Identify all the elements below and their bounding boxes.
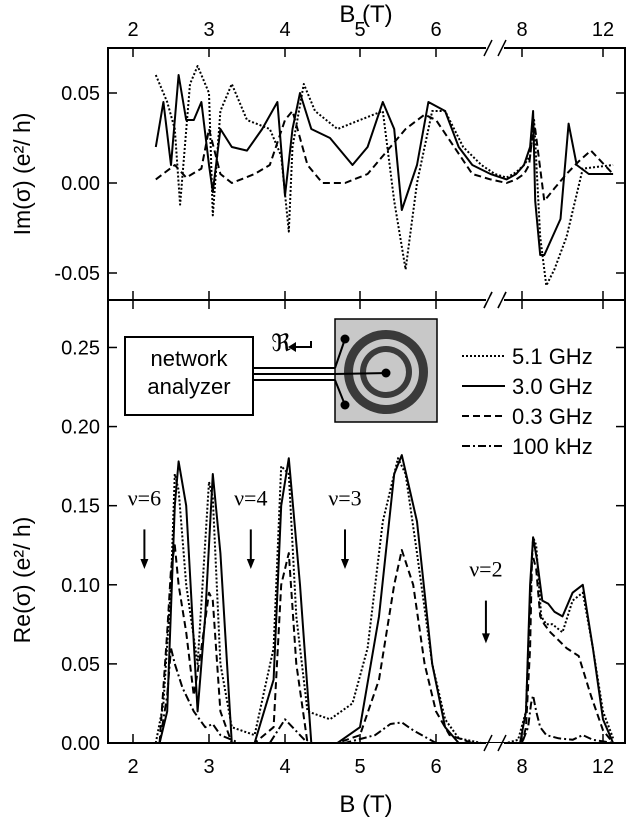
x-tick-label: 8 (516, 756, 527, 778)
series-line-0.3-ghz (155, 110, 614, 202)
x-tick-label: 3 (203, 756, 214, 778)
x-tick-label: 5 (354, 19, 365, 41)
network-analyzer-label-line1: network (150, 346, 228, 371)
y-tick-label: 0.00 (61, 733, 100, 755)
filling-factor-label: ν=3 (328, 485, 361, 510)
top-plot: 0.05 0.00 -0.05 2 3 4 5 6 8 12 (54, 19, 625, 309)
x-tick-label: 6 (430, 19, 441, 41)
top-xaxis-title: B (T) (339, 1, 392, 28)
return-arrow-icon (293, 341, 312, 348)
filling-factor-annotations: ν=6 ν=4 ν=3 ν=2 (128, 485, 503, 644)
x-tick-label: 8 (516, 19, 527, 41)
legend-label: 0.3 GHz (512, 404, 593, 429)
y-tick-label: 0.05 (61, 654, 100, 676)
legend-label: 100 kHz (512, 434, 593, 459)
x-tick-label: 12 (592, 756, 614, 778)
return-arrow-head (288, 342, 296, 352)
y-tick-label: -0.05 (54, 263, 100, 285)
filling-factor-arrowhead (481, 633, 490, 644)
ground-lead-top (334, 338, 346, 369)
network-analyzer-box (124, 336, 254, 416)
axis-break-mark (497, 291, 507, 309)
network-analyzer-label-line2: analyzer (147, 374, 230, 399)
y-tick-label: 0.05 (61, 83, 100, 105)
legend-label: 5.1 GHz (512, 344, 593, 369)
real-part-symbol: ℜ (271, 331, 291, 357)
legend-label: 3.0 GHz (512, 374, 593, 399)
x-tick-label: 2 (127, 19, 138, 41)
series-line-0.3-ghz (158, 544, 614, 743)
x-tick-label: 4 (279, 19, 290, 41)
x-tick-label: 5 (354, 756, 365, 778)
top-yaxis-title: Im(σ) (e²/ h) (9, 113, 35, 236)
series-line-3.0-ghz (154, 74, 614, 256)
filling-factor-arrowhead (140, 558, 149, 569)
axis-break-gap (486, 44, 504, 52)
filling-factor-label: ν=2 (469, 557, 502, 582)
y-tick-label: 0.20 (61, 417, 100, 439)
series-line-5.1-ghz (154, 457, 615, 743)
series-line-100-khz (158, 647, 614, 743)
bottom-plot: 0.00 0.05 0.10 0.15 0.20 0.25 2 3 4 5 6 8 12 (61, 291, 625, 778)
x-tick-label: 2 (127, 756, 138, 778)
measurement-inset: network analyzer ℜ (124, 318, 438, 423)
filling-factor-label: ν=6 (128, 485, 161, 510)
ground-contact-top (340, 334, 350, 344)
axis-break-mark (483, 291, 493, 309)
axis-break-mark (497, 39, 507, 57)
y-tick-label: 0.25 (61, 337, 100, 359)
x-tick-label: 3 (203, 19, 214, 41)
filling-factor-label: ν=4 (234, 485, 267, 510)
filling-factor-arrowhead (246, 558, 255, 569)
y-tick-label: 0.10 (61, 575, 100, 597)
y-tick-label: 0.00 (61, 173, 100, 195)
axis-break-mark (483, 39, 493, 57)
x-tick-label: 6 (430, 756, 441, 778)
bottom-xaxis-title: B (T) (339, 791, 392, 818)
y-tick-label: 0.15 (61, 496, 100, 518)
filling-factor-arrowhead (341, 558, 349, 569)
series-line-3.0-ghz (158, 454, 615, 743)
bottom-plot-frame (107, 299, 626, 744)
x-tick-label: 4 (279, 756, 290, 778)
axis-break-gap (486, 296, 504, 304)
signal-lead (334, 372, 387, 375)
x-tick-label: 12 (592, 19, 614, 41)
ground-contact-bottom (340, 400, 350, 410)
legend: 5.1 GHz 3.0 GHz 0.3 GHz 100 kHz (462, 344, 593, 459)
bottom-yaxis-title: Re(σ) (e²/ h) (9, 517, 35, 644)
